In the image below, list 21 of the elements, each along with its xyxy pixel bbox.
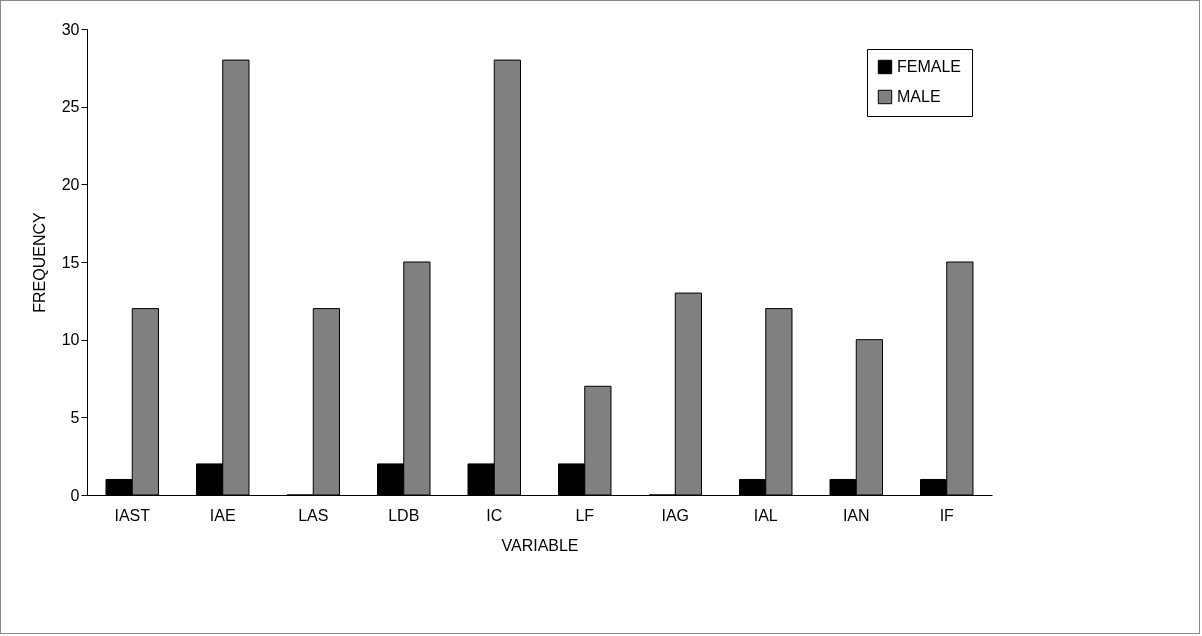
- y-tick-label: 0: [70, 486, 80, 504]
- y-tick-label: 25: [61, 98, 80, 116]
- x-tick-label: IAST: [114, 506, 151, 524]
- x-tick-label: LDB: [388, 506, 420, 524]
- x-tick-label: IC: [486, 506, 503, 524]
- y-tick-label: 20: [61, 175, 80, 193]
- x-tick-label: IAE: [209, 506, 236, 524]
- legend-label: MALE: [897, 88, 941, 105]
- x-tick-label: IAG: [661, 506, 690, 524]
- x-tick-label: LAS: [298, 506, 329, 524]
- y-tick-label: 30: [61, 20, 80, 38]
- y-tick-label: 15: [61, 253, 80, 271]
- x-axis-title: VARIABLE: [501, 536, 579, 554]
- x-tick-label: IAL: [753, 506, 778, 524]
- legend-label: FEMALE: [897, 58, 962, 75]
- x-tick-label: LF: [575, 506, 595, 524]
- y-axis-title: FREQUENCY: [30, 211, 48, 313]
- y-tick-label: 5: [70, 408, 80, 426]
- x-tick-label: IAN: [842, 506, 870, 524]
- x-tick-label: IF: [939, 506, 955, 524]
- y-tick-label: 10: [61, 331, 80, 349]
